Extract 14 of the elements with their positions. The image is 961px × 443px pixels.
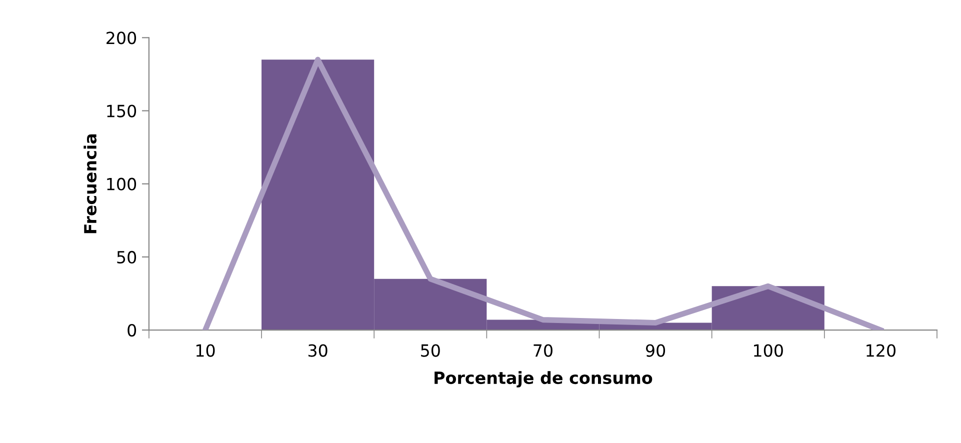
y-tick-label: 50: [117, 250, 136, 264]
x-tick-label: 70: [534, 344, 552, 357]
x-tick-label: 90: [646, 344, 666, 357]
x-tick-label: 30: [308, 344, 328, 357]
y-tick-label: 200: [106, 32, 136, 44]
y-axis-title: Frecuencia: [84, 134, 97, 234]
y-tick-label: 150: [107, 104, 136, 118]
y-tick-label: 100: [107, 178, 136, 190]
x-tick-label: 10: [196, 344, 215, 357]
x-tick-label: 50: [421, 344, 440, 357]
y-tick-label: 0: [128, 324, 136, 337]
x-tick-label: 120: [866, 344, 896, 357]
x-tick-label: 100: [754, 344, 783, 357]
x-axis-title: Porcentaje de consumo: [434, 371, 652, 388]
